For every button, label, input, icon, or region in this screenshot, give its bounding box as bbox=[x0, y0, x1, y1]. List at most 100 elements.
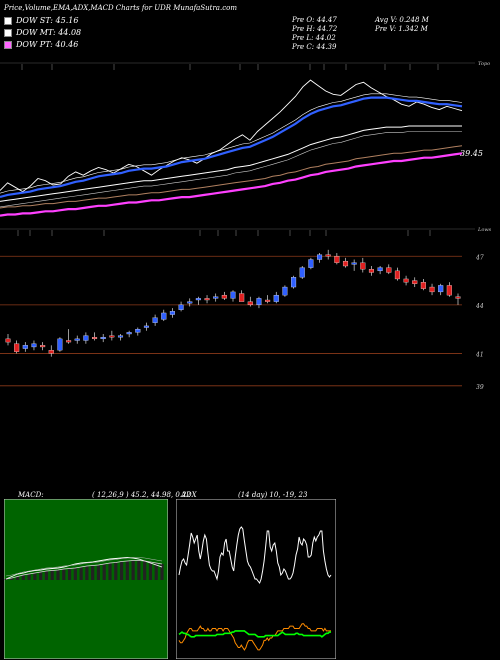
adx-panel bbox=[176, 499, 336, 659]
candle-body bbox=[438, 285, 444, 293]
candle-body bbox=[187, 301, 193, 304]
adx-params: (14 day) 10, -19, 23 bbox=[238, 491, 308, 499]
candle-body bbox=[100, 337, 106, 340]
candle-body bbox=[126, 332, 132, 335]
macd-histogram-bar bbox=[44, 571, 49, 580]
candle-body bbox=[152, 317, 158, 323]
candle-body bbox=[92, 337, 98, 340]
legend-dow-mt: DOW MT: 44.08 bbox=[4, 28, 81, 37]
candle-body bbox=[351, 262, 357, 265]
candle-body bbox=[377, 267, 383, 272]
legend-swatch bbox=[4, 28, 12, 37]
candle-body bbox=[109, 335, 115, 338]
candle-body bbox=[334, 256, 340, 263]
macd-histogram-bar bbox=[131, 560, 135, 580]
price-level-label: 41 bbox=[475, 351, 484, 358]
macd-histogram-bar bbox=[79, 567, 83, 580]
macd-histogram-bar bbox=[62, 569, 66, 580]
adx-line bbox=[178, 526, 332, 584]
candle-body bbox=[239, 293, 245, 302]
ohlc-high: Pre H: 44.72 bbox=[292, 25, 338, 33]
ema-ribbon-line bbox=[0, 131, 462, 208]
macd-histogram-bar bbox=[33, 573, 37, 580]
legend-label: DOW PT: 40.46 bbox=[16, 40, 79, 49]
candle-body bbox=[74, 338, 80, 341]
candlestick-chart: Lows 47 44 41 39 bbox=[0, 227, 492, 391]
legend-dow-st: DOW ST: 45.16 bbox=[4, 16, 78, 25]
macd-histogram-bar bbox=[108, 563, 112, 580]
candle-body bbox=[117, 335, 124, 338]
macd-signal-line bbox=[5, 557, 163, 577]
price-line bbox=[0, 79, 463, 193]
candle-body bbox=[446, 285, 452, 296]
macd-histogram-bar bbox=[137, 560, 141, 580]
candle-body bbox=[66, 340, 72, 343]
macd-histogram-bar bbox=[143, 561, 147, 580]
macd-histogram-bar bbox=[50, 570, 54, 580]
macd-histogram-bar bbox=[96, 565, 101, 580]
macd-histogram-bar bbox=[102, 564, 106, 580]
macd-histogram-bar bbox=[56, 570, 60, 580]
candle-body bbox=[22, 345, 28, 349]
macd-histogram-bar bbox=[160, 564, 164, 580]
candle-body bbox=[31, 343, 37, 348]
candle-body bbox=[40, 345, 46, 348]
candle-body bbox=[265, 299, 271, 302]
candle-body bbox=[291, 277, 297, 288]
macd-histogram-bar bbox=[91, 565, 95, 580]
candle-body bbox=[394, 270, 400, 280]
macd-histogram-bar bbox=[148, 562, 153, 580]
macd-signal-line bbox=[5, 560, 163, 580]
macd-histogram-bar bbox=[39, 572, 43, 580]
candle-body bbox=[213, 296, 219, 299]
date-tick-marks bbox=[17, 230, 431, 236]
macd-histogram-bar bbox=[119, 561, 124, 580]
date-tick-marks bbox=[21, 64, 439, 70]
macd-histogram-bar bbox=[154, 563, 158, 580]
candle-body bbox=[230, 291, 236, 299]
macd-panel bbox=[4, 499, 168, 659]
macd-histogram-bar bbox=[21, 575, 25, 580]
legend-label: DOW MT: 44.08 bbox=[16, 28, 82, 37]
price-level-lines: 47 44 41 39 bbox=[0, 254, 484, 391]
candle-body bbox=[299, 267, 305, 278]
ema-chart: Topo 39.45 bbox=[0, 61, 490, 217]
pre-volume: Pre V: 1.342 M bbox=[375, 25, 428, 33]
candle-body bbox=[273, 294, 279, 302]
candle-body bbox=[282, 286, 288, 296]
adx-minus-di-line bbox=[178, 623, 331, 651]
macd-histogram-bar bbox=[67, 568, 72, 580]
adx-plus-di-line bbox=[178, 630, 331, 638]
adx-title: ADX bbox=[181, 491, 197, 499]
candle-body bbox=[204, 298, 210, 301]
candle-body bbox=[386, 267, 392, 273]
candle-body bbox=[221, 294, 227, 299]
legend-swatch bbox=[4, 40, 12, 49]
macd-histogram-bar bbox=[15, 576, 20, 580]
candle-body bbox=[360, 262, 366, 270]
candle-body bbox=[308, 259, 314, 268]
dow-pt-line bbox=[0, 152, 463, 217]
legend-dow-pt: DOW PT: 40.46 bbox=[4, 40, 78, 49]
macd-histogram-bar bbox=[27, 574, 31, 580]
ohlc-low: Pre L: 44.02 bbox=[292, 34, 336, 42]
candle-body bbox=[455, 296, 461, 299]
macd-params: ( 12,26,9 ) 45.2, 44.98, 0.22 bbox=[92, 491, 191, 499]
macd-histogram-bar bbox=[73, 568, 77, 580]
ema-ribbon-line bbox=[0, 93, 463, 194]
candle-body bbox=[420, 282, 426, 289]
candle-body bbox=[368, 269, 374, 273]
candle-body bbox=[5, 338, 11, 343]
macd-title: MACD: bbox=[18, 491, 44, 499]
candle-body bbox=[403, 278, 409, 283]
macd-lines bbox=[4, 557, 164, 580]
candle-body bbox=[178, 304, 184, 310]
candle-body bbox=[57, 338, 63, 351]
candle-body bbox=[48, 350, 54, 354]
ema-fast-line bbox=[0, 96, 463, 199]
price-level-label: 47 bbox=[475, 254, 484, 261]
ema-slow-line bbox=[0, 125, 462, 202]
legend-label: DOW ST: 45.16 bbox=[16, 16, 79, 25]
ohlc-open: Pre O: 44.47 bbox=[292, 16, 337, 24]
price-level-label: 39 bbox=[476, 384, 484, 391]
